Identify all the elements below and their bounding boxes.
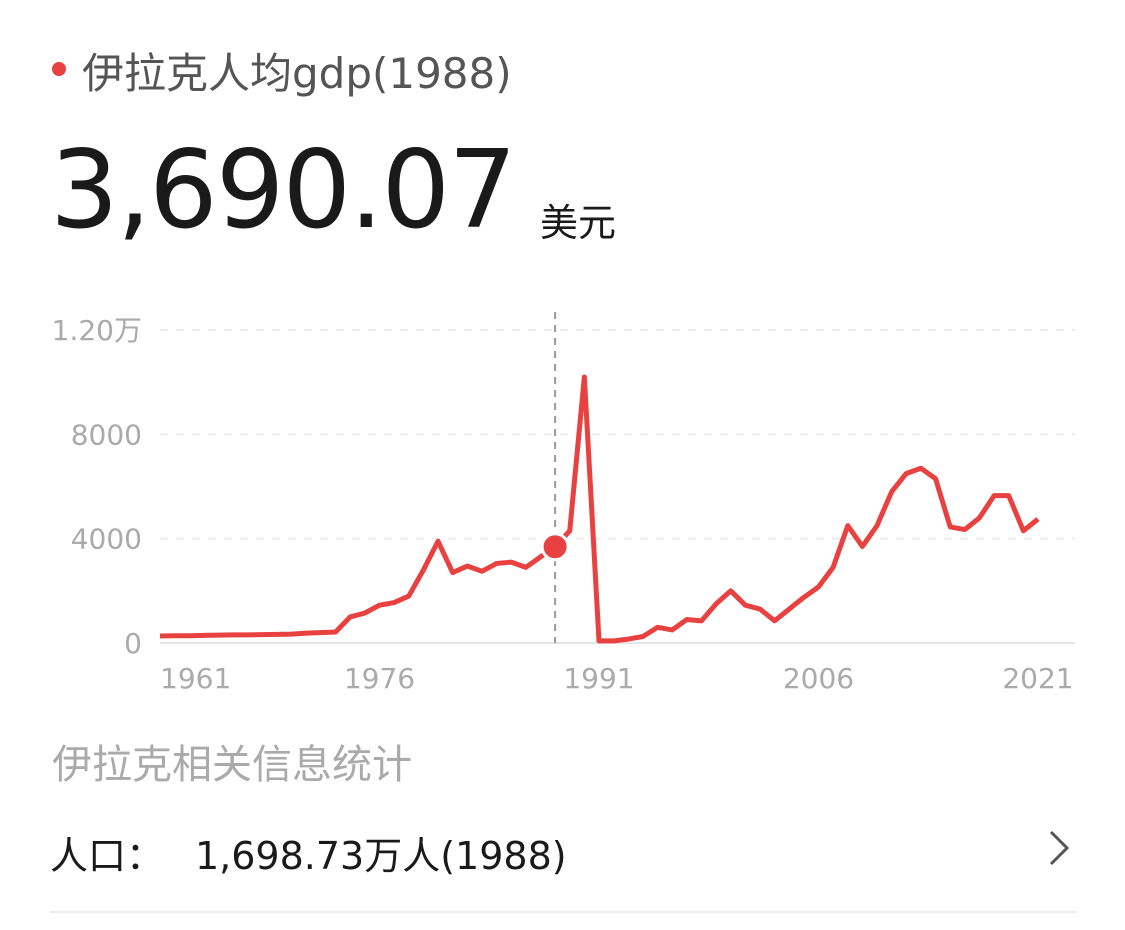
x-tick-label: 1961 [160,662,231,695]
chevron[interactable] [1045,828,1075,868]
y-tick-label: 0 [124,627,142,660]
chart: 0 4000 8000 1.20万 1961 1976 1991 2006 2021 [52,312,1075,695]
x-tick-label: 2021 [1002,662,1073,695]
y-tick-label: 8000 [71,418,142,451]
title-dot [52,62,66,76]
x-tick-label: 1976 [344,662,415,695]
y-tick-label: 1.20万 [52,314,142,347]
y-tick-label: 4000 [71,523,142,556]
section-title: 伊拉克相关信息统计 [52,742,412,788]
main-value: 3,690.07 [50,128,517,253]
title: 伊拉克人均gdp(1988) [82,49,512,98]
row-label[interactable]: 人口： [50,834,165,878]
divider [50,911,1077,913]
x-tick-label: 2006 [783,662,854,695]
unit: 美元 [540,201,617,245]
x-tick-label: 1991 [563,662,634,695]
row-value[interactable]: 1,698.73万人(1988) [195,834,567,878]
chevron-icon [1049,830,1070,866]
line [159,374,1040,644]
selected-point [540,532,570,562]
